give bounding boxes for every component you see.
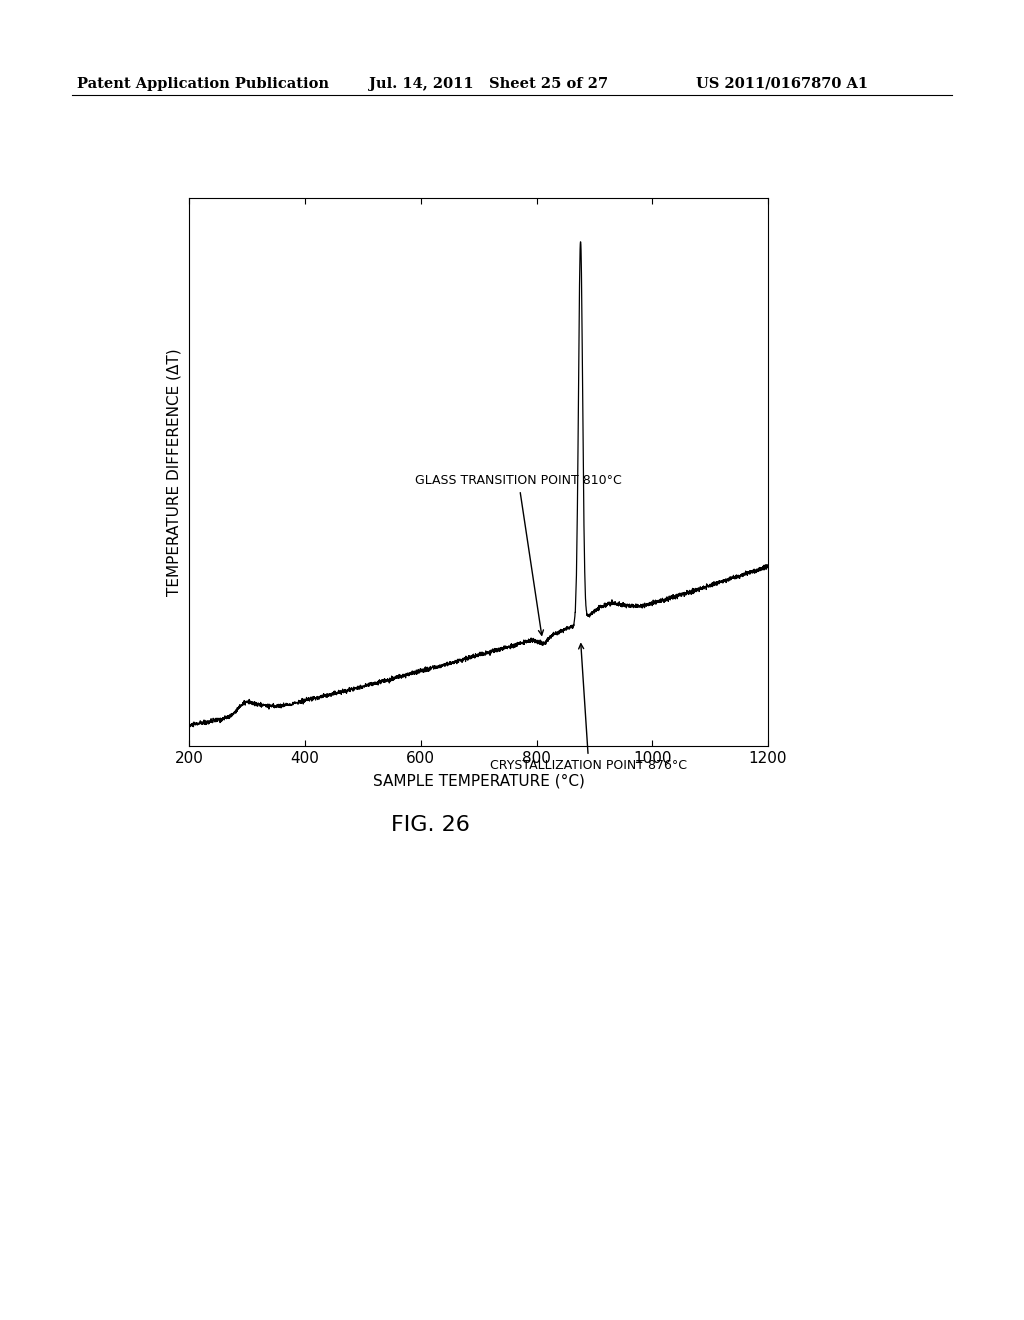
Text: FIG. 26: FIG. 26 [390, 814, 470, 836]
Text: GLASS TRANSITION POINT 810°C: GLASS TRANSITION POINT 810°C [415, 474, 622, 635]
X-axis label: SAMPLE TEMPERATURE (°C): SAMPLE TEMPERATURE (°C) [373, 774, 585, 789]
Text: US 2011/0167870 A1: US 2011/0167870 A1 [696, 77, 868, 91]
Text: Jul. 14, 2011   Sheet 25 of 27: Jul. 14, 2011 Sheet 25 of 27 [369, 77, 608, 91]
Y-axis label: TEMPERATURE DIFFERENCE (ΔT): TEMPERATURE DIFFERENCE (ΔT) [166, 348, 181, 595]
Text: CRYSTALLIZATION POINT 876°C: CRYSTALLIZATION POINT 876°C [490, 644, 687, 772]
Text: Patent Application Publication: Patent Application Publication [77, 77, 329, 91]
